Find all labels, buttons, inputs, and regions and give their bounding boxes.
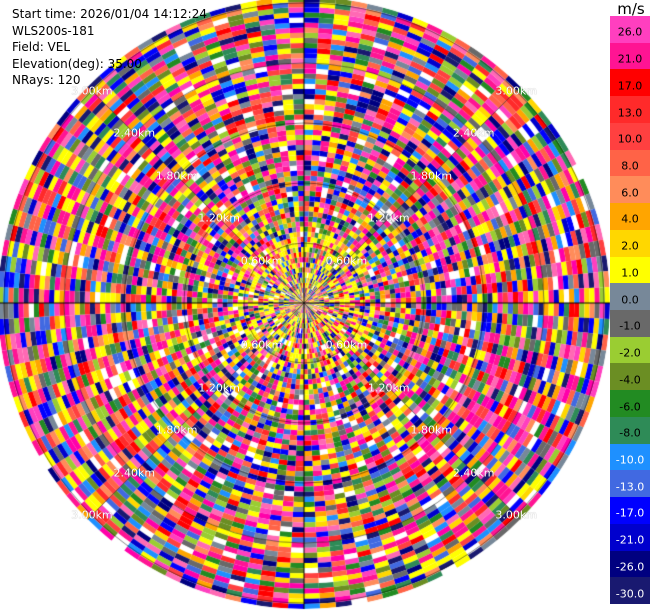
ring-label: 1.80km bbox=[410, 169, 453, 183]
colorbar-tick-label: -13.0 bbox=[615, 480, 645, 494]
ring-label: 3.00km bbox=[495, 84, 537, 98]
colorbar-tick-label: 13.0 bbox=[617, 106, 643, 120]
colorbar-tick-label: -30.0 bbox=[615, 587, 645, 601]
colorbar-tick-label: 17.0 bbox=[617, 79, 643, 93]
colorbar-segment bbox=[610, 176, 650, 204]
colorbar-tick-label: 6.0 bbox=[621, 186, 639, 200]
colorbar-tick-label: 26.0 bbox=[617, 25, 643, 39]
start-time-text: Start time: 2026/01/04 14:12:24 bbox=[12, 7, 207, 21]
colorbar-segment bbox=[610, 577, 650, 605]
colorbar-tick-label: -6.0 bbox=[619, 400, 641, 414]
ring-label: 1.80km bbox=[155, 423, 198, 437]
colorbar-segment bbox=[610, 497, 650, 525]
colorbar-tick-label: 21.0 bbox=[617, 52, 643, 66]
ring-label: 3.00km bbox=[495, 508, 537, 522]
velocity-colorbar: 26.0 21.0 17.0 13.0 10.0 8.0 6.0 4.0 2.0 1.0 0.0 -1… bbox=[610, 16, 650, 605]
colorbar-tick-label: -8.0 bbox=[619, 426, 641, 440]
colorbar-tick-label: -2.0 bbox=[619, 346, 641, 360]
colorbar-tick-label: 4.0 bbox=[621, 212, 639, 226]
ring-label: 1.80km bbox=[410, 423, 453, 437]
colorbar-segment bbox=[610, 523, 650, 552]
plot-info: Start time: 2026/01/04 14:12:24 WLS200s-… bbox=[12, 6, 207, 89]
colorbar-tick-label: -26.0 bbox=[615, 560, 645, 574]
colorbar-tick-label: 1.0 bbox=[621, 266, 639, 280]
ring-label: 1.80km bbox=[155, 169, 198, 183]
colorbar-segment bbox=[610, 283, 650, 311]
colorbar-segment bbox=[610, 336, 650, 364]
colorbar-segment bbox=[610, 69, 650, 97]
colorbar-segment bbox=[610, 203, 650, 231]
colorbar-segment bbox=[610, 390, 650, 418]
colorbar-segment bbox=[610, 256, 650, 284]
colorbar-unit: m/s bbox=[617, 0, 645, 18]
colorbar-segment bbox=[610, 550, 650, 578]
colorbar-segment bbox=[610, 416, 650, 445]
ring-label: 1.20km bbox=[368, 381, 410, 395]
colorbar-segment bbox=[610, 16, 650, 44]
ring-label: 2.40km bbox=[452, 466, 495, 480]
field-text: Field: VEL bbox=[12, 40, 71, 55]
colorbar-tick-label: -4.0 bbox=[619, 373, 641, 387]
colorbar-tick-label: -21.0 bbox=[615, 533, 645, 547]
colorbar-segment bbox=[610, 42, 650, 70]
ring-label: 2.40km bbox=[452, 126, 495, 140]
ring-label: 1.20km bbox=[198, 381, 240, 395]
colorbar-tick-label: -10.0 bbox=[615, 453, 645, 467]
ring-label: 1.20km bbox=[198, 211, 240, 225]
colorbar-tick-label: 8.0 bbox=[621, 159, 639, 173]
colorbar-tick-label: 2.0 bbox=[621, 239, 639, 253]
colorbar-segment bbox=[610, 363, 650, 391]
colorbar-segment bbox=[610, 96, 650, 124]
colorbar-segment bbox=[610, 229, 650, 258]
ring-label: 0.60km bbox=[240, 338, 283, 352]
colorbar-tick-label: -17.0 bbox=[615, 506, 645, 520]
ring-label: 2.40km bbox=[113, 466, 156, 480]
colorbar-segment bbox=[610, 310, 650, 338]
colorbar-tick-label: -1.0 bbox=[619, 319, 641, 333]
colorbar-tick-label: 0.0 bbox=[621, 293, 639, 307]
ring-label: 0.60km bbox=[325, 254, 368, 268]
nrays-text: NRays: 120 bbox=[12, 73, 81, 88]
ring-label: 0.60km bbox=[240, 254, 283, 268]
ring-label: 0.60km bbox=[325, 338, 368, 352]
colorbar-segment bbox=[610, 122, 650, 151]
ring-label: 2.40km bbox=[113, 126, 156, 140]
ring-label: 3.00km bbox=[71, 508, 113, 522]
colorbar-segment bbox=[610, 149, 650, 177]
colorbar-tick-label: 10.0 bbox=[617, 132, 643, 146]
instrument-text: WLS200s-181 bbox=[12, 23, 95, 38]
colorbar-segment bbox=[610, 443, 650, 471]
ring-label: 3.00km bbox=[71, 84, 113, 98]
ring-label: 1.20km bbox=[368, 211, 410, 225]
elevation-text: Elevation(deg): 35.00 bbox=[12, 56, 142, 71]
colorbar-segment bbox=[610, 470, 650, 498]
